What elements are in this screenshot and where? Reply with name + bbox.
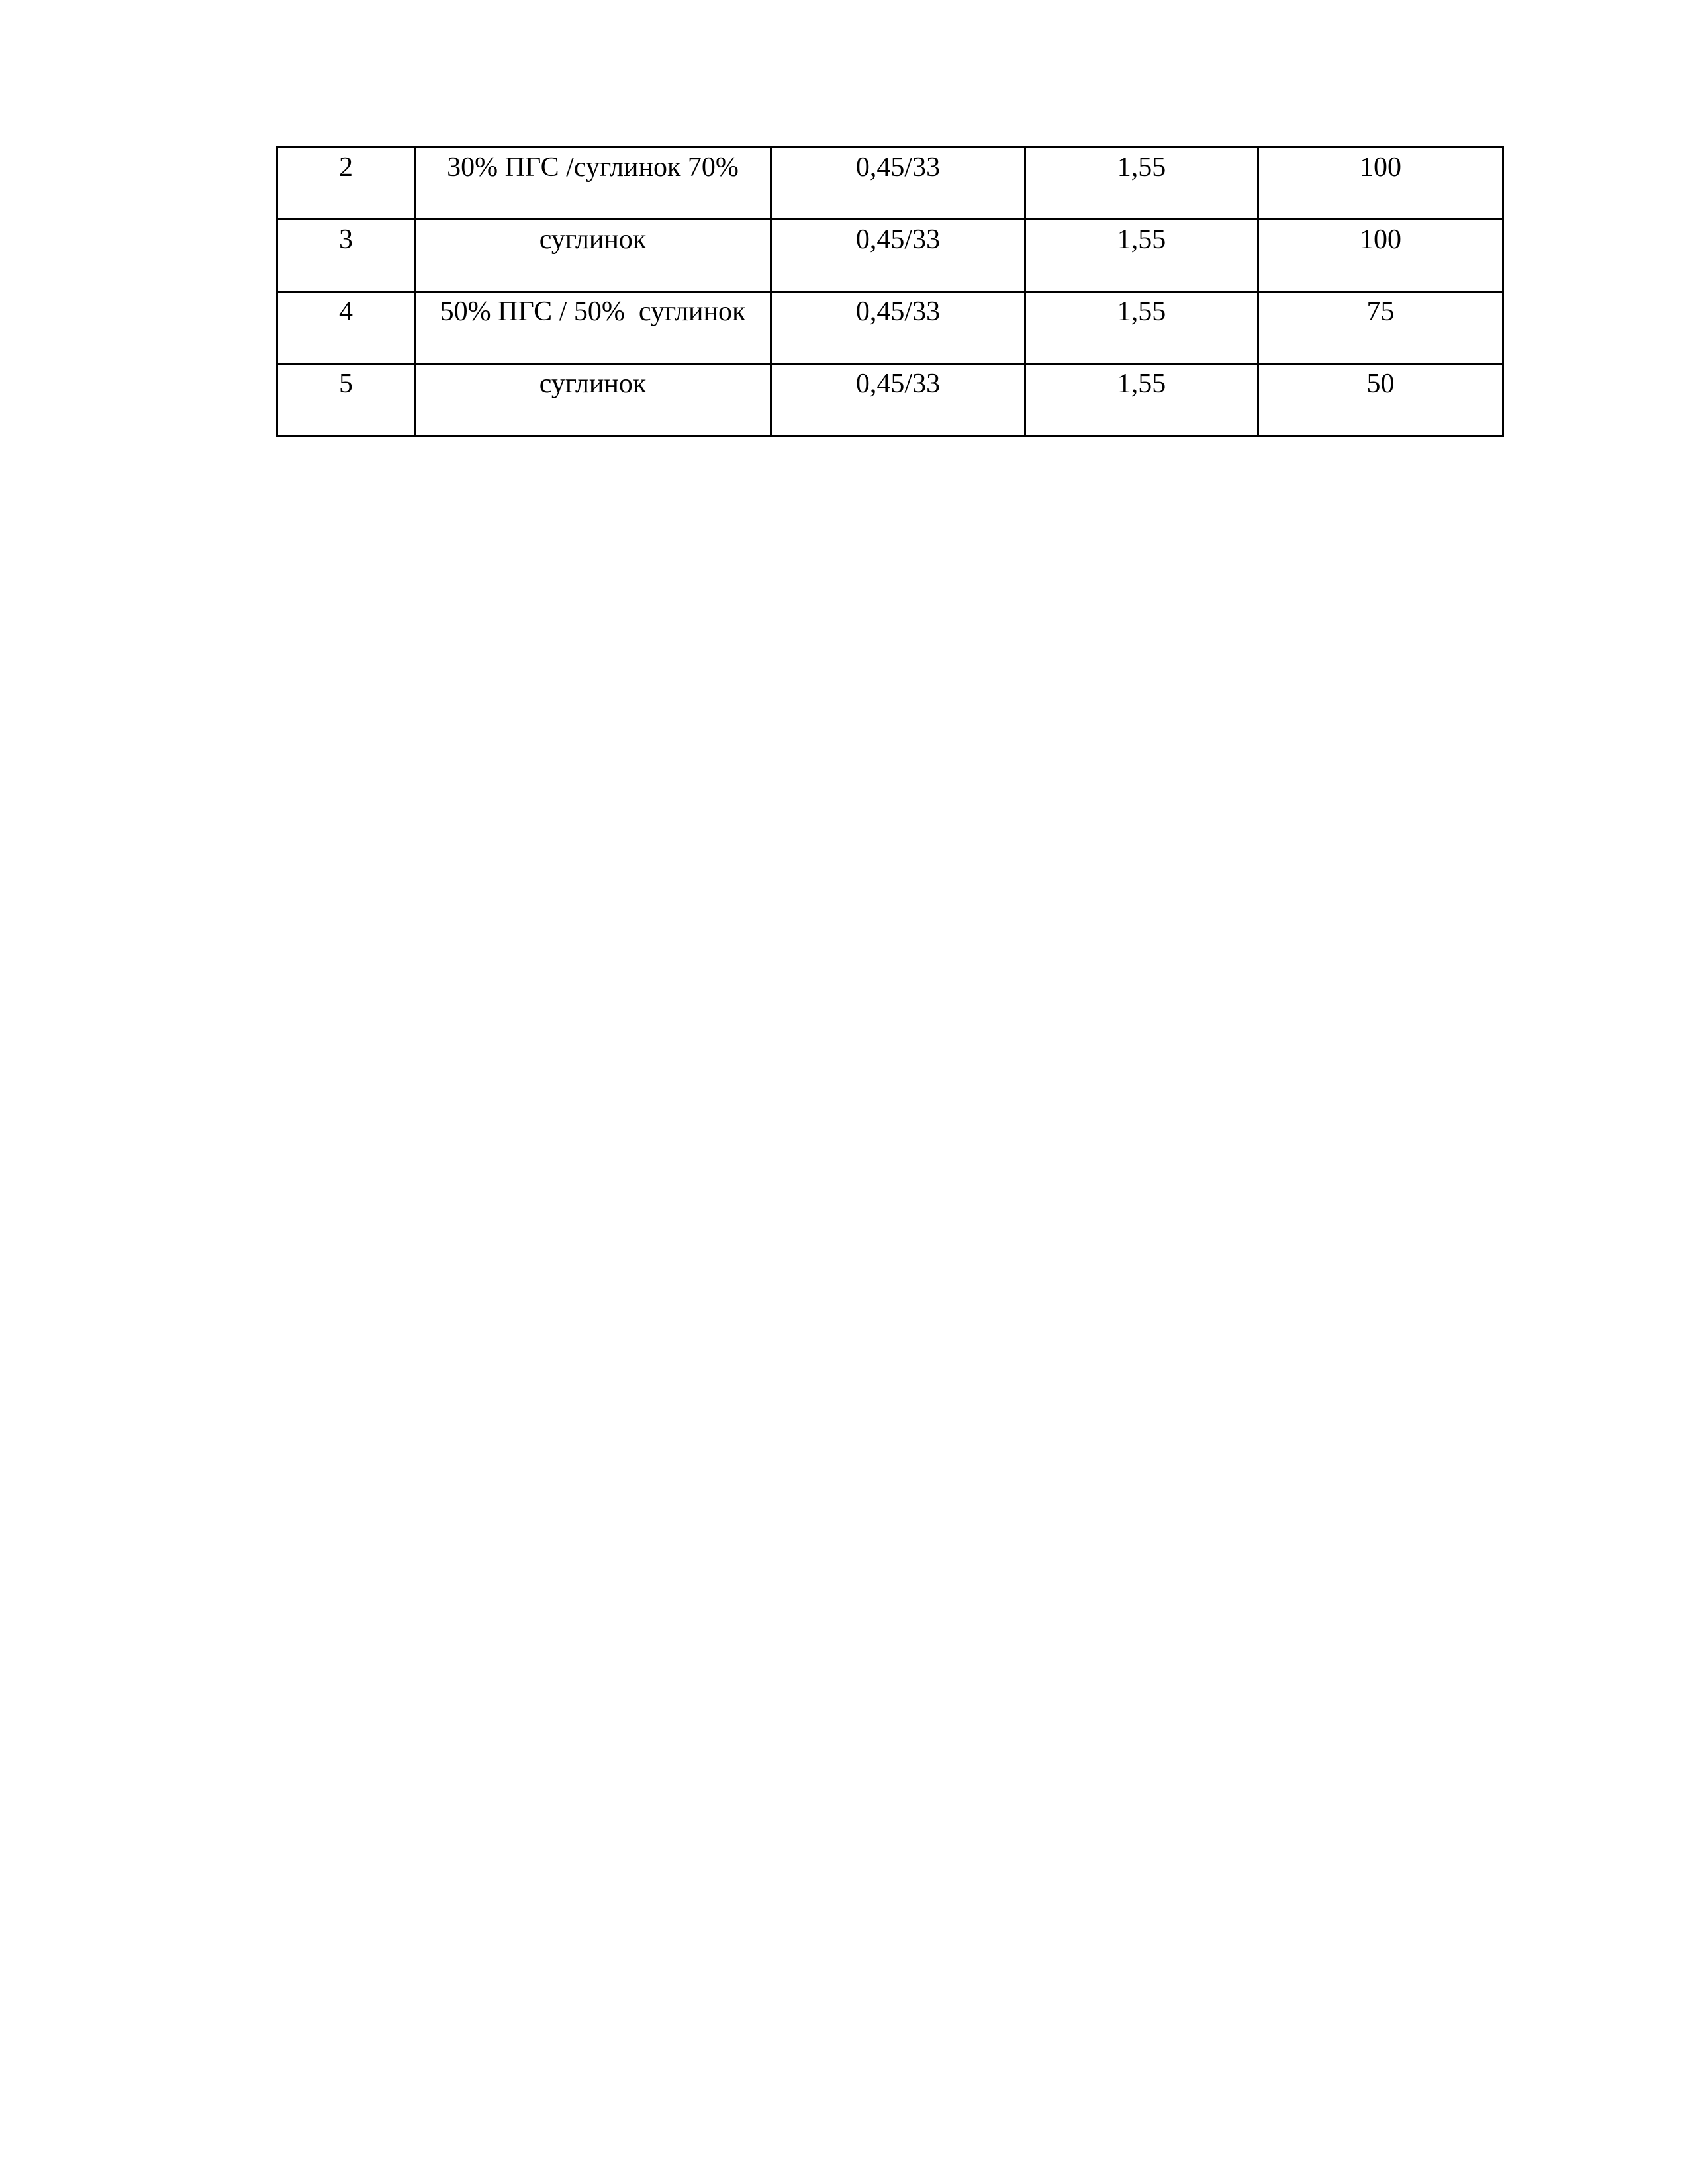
table-row: 5суглинок0,45/331,5550	[277, 364, 1503, 436]
table-cell: 1,55	[1025, 148, 1258, 220]
table-cell: 1,55	[1025, 292, 1258, 364]
table-cell: 1,55	[1025, 220, 1258, 292]
table-cell: суглинок	[415, 220, 771, 292]
table-cell: 2	[277, 148, 415, 220]
table-row: 3суглинок0,45/331,55100	[277, 220, 1503, 292]
table-cell: 30% ПГС /суглинок 70%	[415, 148, 771, 220]
table-cell: 50	[1258, 364, 1503, 436]
table-cell: 0,45/33	[771, 364, 1025, 436]
table-cell: 0,45/33	[771, 220, 1025, 292]
table-cell: 100	[1258, 148, 1503, 220]
table-row: 450% ПГС / 50% суглинок0,45/331,5575	[277, 292, 1503, 364]
table-cell: 5	[277, 364, 415, 436]
table-cell: 100	[1258, 220, 1503, 292]
table-cell: 0,45/33	[771, 148, 1025, 220]
data-table: 230% ПГС /суглинок 70%0,45/331,551003суг…	[276, 146, 1504, 437]
table-cell: 0,45/33	[771, 292, 1025, 364]
table-cell: 1,55	[1025, 364, 1258, 436]
table-cell: 3	[277, 220, 415, 292]
table-cell: 4	[277, 292, 415, 364]
table-cell: суглинок	[415, 364, 771, 436]
table-row: 230% ПГС /суглинок 70%0,45/331,55100	[277, 148, 1503, 220]
table-cell: 50% ПГС / 50% суглинок	[415, 292, 771, 364]
table-cell: 75	[1258, 292, 1503, 364]
